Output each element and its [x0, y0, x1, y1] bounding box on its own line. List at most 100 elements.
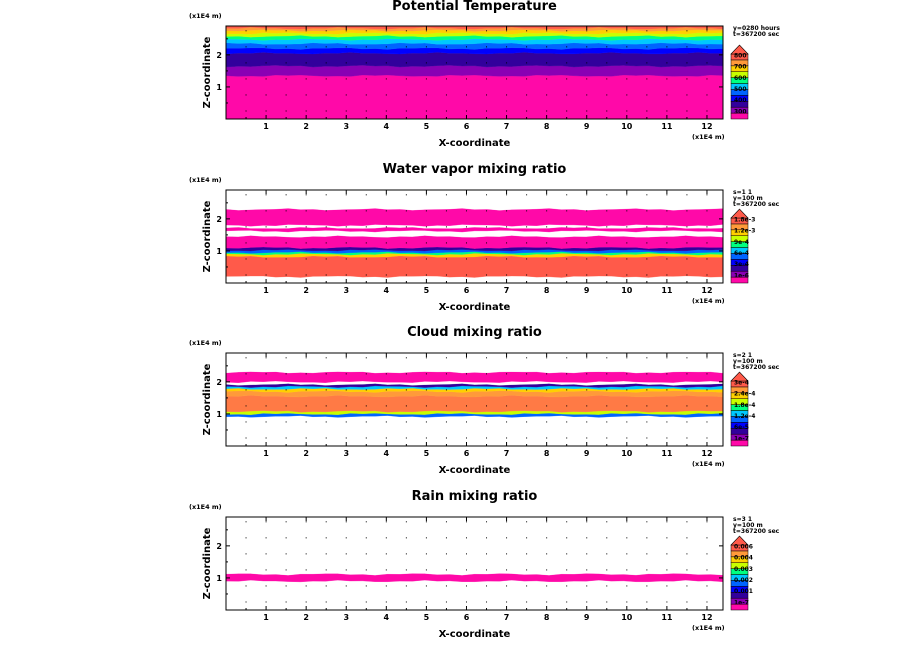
- x-tick-label: 4: [384, 613, 390, 622]
- x-tick-label: 11: [661, 286, 673, 295]
- info-line: t=367200 sec: [733, 31, 780, 38]
- panel-3: Cloud mixing ratio(x1E4 m)(x1E4 m)1 2 3 4 5 6…: [189, 325, 780, 476]
- x-tick-label: 3: [343, 449, 349, 458]
- info-line: y=0280 hours: [733, 25, 780, 32]
- panel-title: Potential Temperature: [392, 0, 557, 14]
- z-scale-note: (x1E4 m): [189, 176, 222, 184]
- contour-band: [226, 371, 723, 383]
- colorbar-label: 0.002: [734, 577, 753, 584]
- x-scale-note: (x1E4 m): [692, 133, 725, 141]
- contour-band: [226, 26, 723, 30]
- x-tick-label: 7: [504, 286, 510, 295]
- x-tick-label: 10: [621, 122, 633, 131]
- plot-area: [226, 190, 723, 283]
- contour-band: [226, 65, 723, 77]
- x-scale-note: (x1E4 m): [692, 624, 725, 632]
- x-tick-label: 5: [424, 449, 430, 458]
- colorbar-arrow: [730, 371, 749, 382]
- info-line: s=1 1: [733, 189, 752, 196]
- panel-4: Rain mixing ratio(x1E4 m)(x1E4 m)1 2 3 4 5 6 7…: [189, 489, 780, 640]
- x-tick-label: 12: [701, 449, 712, 458]
- x-tick-label: 1: [263, 613, 269, 622]
- y-axis-label: Z-coordinate: [202, 527, 213, 599]
- contour-band: [226, 235, 723, 249]
- y-axis-label: Z-coordinate: [202, 200, 213, 272]
- panel-title: Cloud mixing ratio: [407, 325, 542, 340]
- y-tick-label: 1: [216, 83, 222, 92]
- colorbar-label: 0.003: [734, 566, 753, 573]
- contour-band: [226, 38, 723, 45]
- colorbar: 800 700 600 500 400 300: [730, 44, 749, 120]
- x-scale-note: (x1E4 m): [692, 297, 725, 305]
- x-tick-label: 7: [504, 122, 510, 131]
- x-tick-label: 12: [701, 613, 712, 622]
- colorbar: 3e-4 2.4e-4 1.8e-4 1.2e-4 6e-5 1e-7: [730, 371, 755, 447]
- x-tick-label: 6: [464, 122, 470, 131]
- plot-area: [226, 353, 723, 446]
- y-tick-label: 2: [216, 215, 222, 224]
- x-tick-label: 5: [424, 613, 430, 622]
- plot-frame: [225, 25, 724, 120]
- x-axis-label: X-coordinate: [439, 302, 511, 313]
- colorbar-arrow: [730, 44, 749, 55]
- info-line: t=367200 sec: [733, 201, 780, 208]
- x-tick-label: 3: [343, 286, 349, 295]
- x-tick-label: 11: [661, 122, 673, 131]
- colorbar: 0.006 0.004 0.003 0.002 0.001 1e-7: [730, 535, 753, 611]
- x-tick-label: 4: [384, 122, 390, 131]
- colorbar-label: 1.8e-3: [734, 216, 755, 223]
- colorbar-label: 400: [734, 97, 747, 104]
- z-scale-note: (x1E4 m): [189, 339, 222, 347]
- x-tick-label: 2: [303, 449, 309, 458]
- x-tick-label: 10: [621, 286, 633, 295]
- y-tick-label: 2: [216, 51, 222, 60]
- colorbar-label: 0.004: [734, 555, 753, 562]
- y-axis-label: Z-coordinate: [202, 36, 213, 108]
- x-tick-label: 12: [701, 286, 712, 295]
- info-line: y=100 m: [733, 358, 763, 365]
- panel-title: Water vapor mixing ratio: [383, 162, 567, 177]
- panel-2: Water vapor mixing ratio (x1E4 m) (x1E4 m)…: [189, 162, 780, 313]
- contour-band: [226, 190, 723, 211]
- x-tick-label: 7: [504, 449, 510, 458]
- colorbar-label: 1e-7: [734, 435, 749, 442]
- x-tick-label: 3: [343, 122, 349, 131]
- grid-dots: [245, 521, 708, 603]
- x-tick-label: 8: [544, 449, 550, 458]
- x-tick-label: 6: [464, 449, 470, 458]
- x-tick-label: 5: [424, 286, 430, 295]
- plot-area: [226, 517, 723, 610]
- colorbar-label: 6e-5: [734, 424, 749, 431]
- colorbar-arrow: [730, 208, 749, 219]
- x-tick-label: 9: [584, 286, 590, 295]
- contour-band: [226, 253, 723, 258]
- y-tick-label: 2: [216, 542, 222, 551]
- colorbar-label: 700: [734, 64, 747, 71]
- colorbar-label: 600: [734, 75, 747, 82]
- colorbar-label: 300: [734, 108, 747, 115]
- y-axis-label: Z-coordinate: [202, 363, 213, 435]
- x-tick-label: 11: [661, 613, 673, 622]
- x-tick-label: 2: [303, 613, 309, 622]
- x-tick-label: 2: [303, 122, 309, 131]
- panel-1: Potential Temperature(x1E4 m)(x1E4 m)1 2 3…: [189, 0, 780, 149]
- x-tick-label: 9: [584, 449, 590, 458]
- plot-area: [226, 26, 723, 119]
- info-line: t=367200 sec: [733, 364, 780, 371]
- z-scale-note: (x1E4 m): [189, 503, 222, 511]
- colorbar: 1.8e-3 1.2e-3 9e-4 6e-4 3e-4 1e-6: [730, 208, 755, 284]
- y-tick-label: 2: [216, 378, 222, 387]
- contour-band: [226, 353, 723, 374]
- colorbar-label: 2.4e-4: [734, 391, 755, 398]
- plot-frame: [225, 352, 724, 447]
- x-tick-label: 9: [584, 613, 590, 622]
- contour-band: [226, 395, 723, 413]
- info-line: s=3 1: [733, 516, 752, 523]
- contour-band: [226, 208, 723, 227]
- x-tick-label: 5: [424, 122, 430, 131]
- x-tick-label: 8: [544, 122, 550, 131]
- x-tick-label: 7: [504, 613, 510, 622]
- colorbar-label: 3e-4: [734, 379, 749, 386]
- x-scale-note: (x1E4 m): [692, 460, 725, 468]
